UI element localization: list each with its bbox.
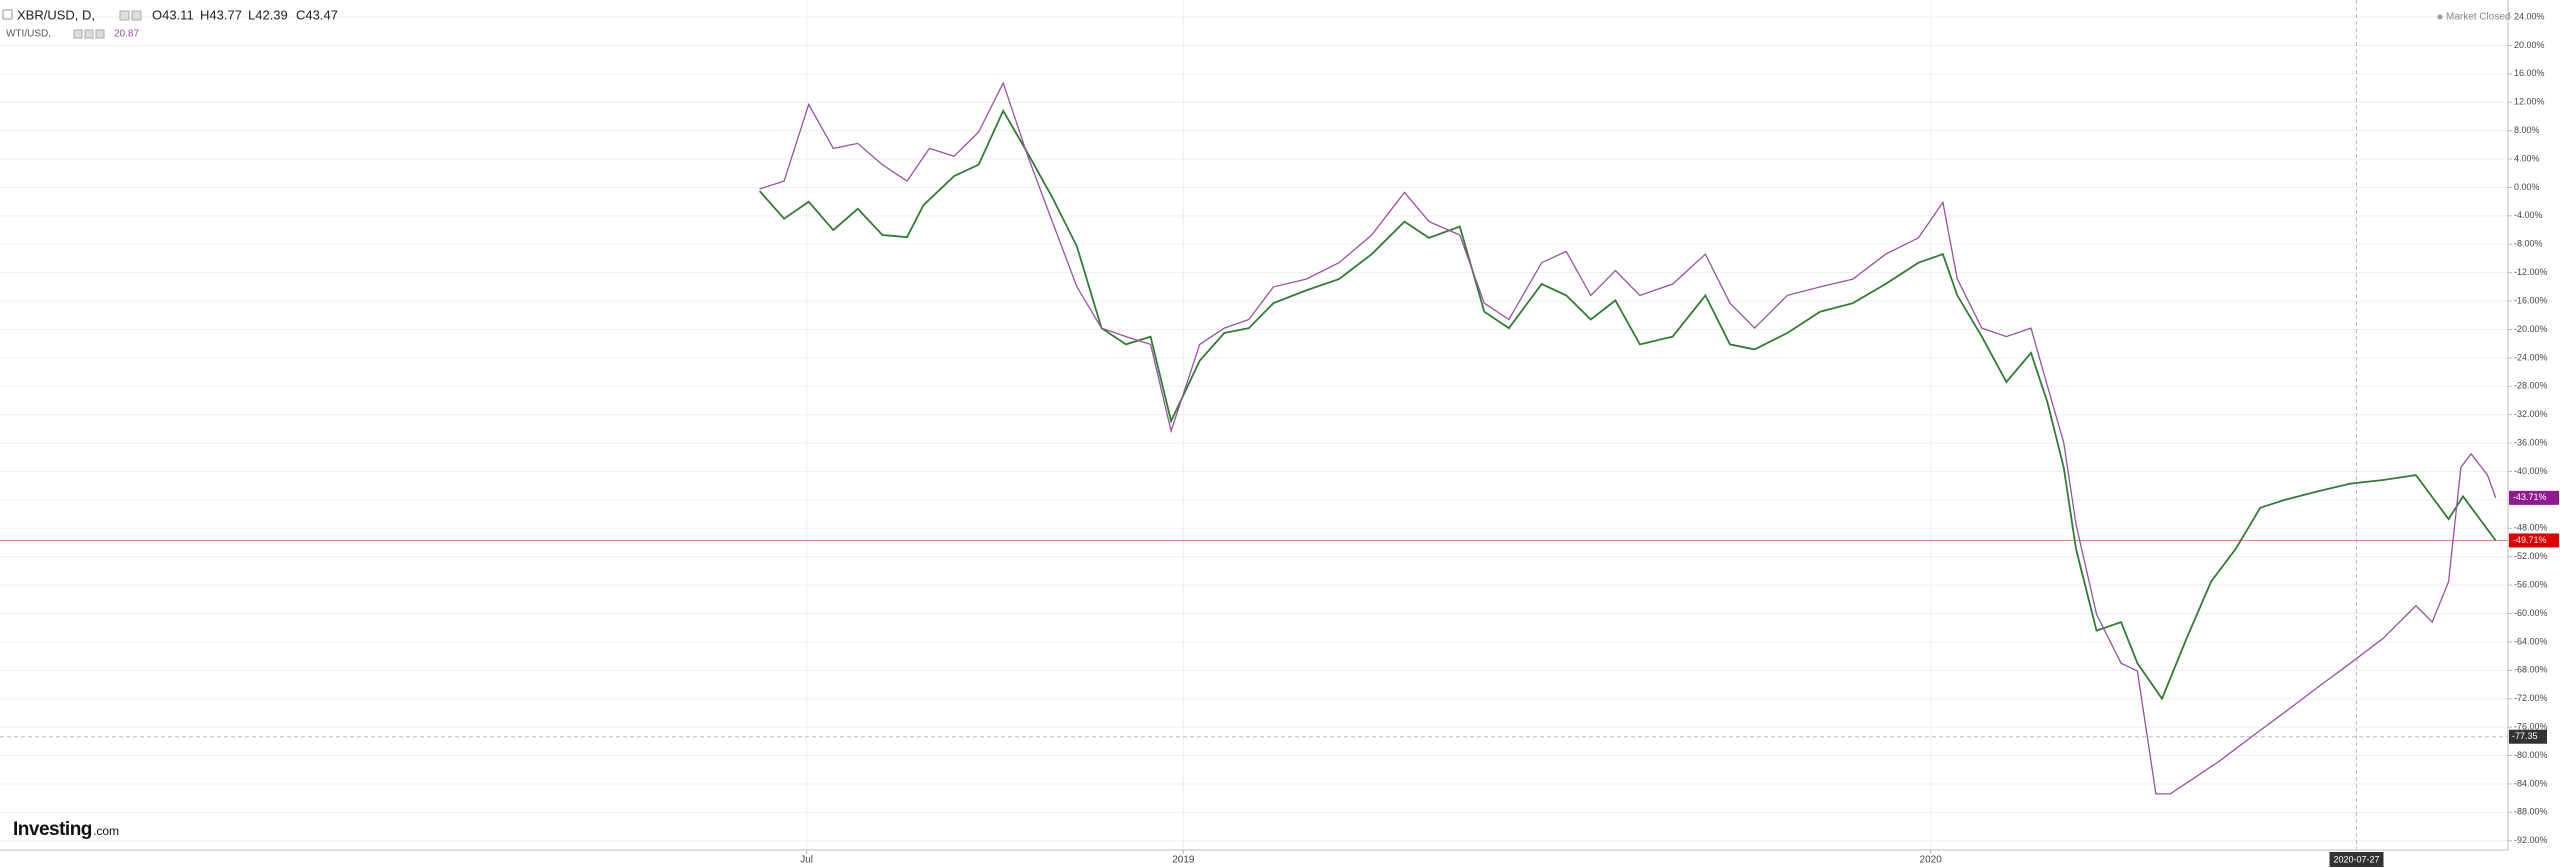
- y-tick-label: -80.00%: [2514, 750, 2548, 760]
- ohlc-low: L42.39: [248, 7, 288, 22]
- series-line: [759, 81, 2497, 795]
- y-tick-label: 16.00%: [2514, 68, 2545, 78]
- y-tick-label: -84.00%: [2514, 778, 2548, 788]
- ohlc-open: O43.11: [152, 7, 194, 22]
- y-tick-label: -24.00%: [2514, 352, 2548, 362]
- last-value-label: -49.71%: [2513, 535, 2547, 545]
- last-value-label: -43.71%: [2513, 492, 2547, 502]
- y-tick-label: -36.00%: [2514, 437, 2548, 447]
- y-tick-label: -92.00%: [2514, 835, 2548, 845]
- hide-icon[interactable]: [131, 10, 142, 21]
- y-tick-label: -56.00%: [2514, 580, 2548, 590]
- y-tick-label: 8.00%: [2514, 125, 2540, 135]
- y-tick-label: -52.00%: [2514, 551, 2548, 561]
- y-tick-label: 12.00%: [2514, 97, 2545, 107]
- chart-title: XBR/USD, D,: [17, 7, 95, 22]
- remove-icon[interactable]: [95, 29, 105, 39]
- last-value-box: [2509, 490, 2559, 505]
- x-tick-label: Jul: [800, 855, 813, 866]
- legend-value: 20.87: [114, 29, 139, 40]
- y-tick-label: -48.00%: [2514, 523, 2548, 533]
- ohlc-close: C43.47: [296, 7, 338, 22]
- y-tick-label: -12.00%: [2514, 267, 2548, 277]
- status-dot: [2437, 14, 2443, 20]
- y-tick-label: -4.00%: [2514, 210, 2543, 220]
- logo-suffix: .com: [93, 824, 119, 838]
- y-tick-label: 0.00%: [2514, 182, 2540, 192]
- hide-icon[interactable]: [84, 29, 94, 39]
- y-tick-label: 4.00%: [2514, 153, 2540, 163]
- x-tick-label: 2019: [1172, 855, 1195, 866]
- y-tick-label: -40.00%: [2514, 466, 2548, 476]
- legend-entry: WTI/USD,: [6, 29, 51, 40]
- crosshair-x-label: 2020-07-27: [2333, 854, 2379, 864]
- series-line: [758, 108, 2497, 701]
- settings-icon[interactable]: [119, 10, 130, 21]
- y-tick-label: -76.00%: [2514, 722, 2548, 732]
- last-value-box: [2509, 533, 2559, 548]
- y-tick-label: 24.00%: [2514, 11, 2545, 21]
- y-tick-label: -60.00%: [2514, 608, 2548, 618]
- y-tick-label: -28.00%: [2514, 381, 2548, 391]
- grid: [0, 0, 2508, 850]
- ohlc-high: H43.77: [200, 7, 242, 22]
- y-tick-label: -16.00%: [2514, 295, 2548, 305]
- crosshair-x-box: [2329, 852, 2384, 867]
- x-tick-label: 2020: [1920, 855, 1943, 866]
- y-tick-label: 20.00%: [2514, 40, 2545, 50]
- y-tick-label: -32.00%: [2514, 409, 2548, 419]
- y-tick-label: -68.00%: [2514, 665, 2548, 675]
- market-status: Market Closed: [2446, 12, 2510, 23]
- logo-brand: Investing: [13, 819, 92, 840]
- collapse-icon[interactable]: [2, 9, 13, 20]
- y-tick-label: -20.00%: [2514, 324, 2548, 334]
- crosshair-y-box: [2509, 729, 2547, 744]
- y-tick-label: -72.00%: [2514, 693, 2548, 703]
- y-tick-label: -64.00%: [2514, 636, 2548, 646]
- y-tick-label: -88.00%: [2514, 807, 2548, 817]
- plot: [758, 81, 2497, 795]
- y-tick-label: -8.00%: [2514, 239, 2543, 249]
- crosshair-y-label: -77.35: [2512, 731, 2538, 741]
- settings-icon[interactable]: [73, 29, 83, 39]
